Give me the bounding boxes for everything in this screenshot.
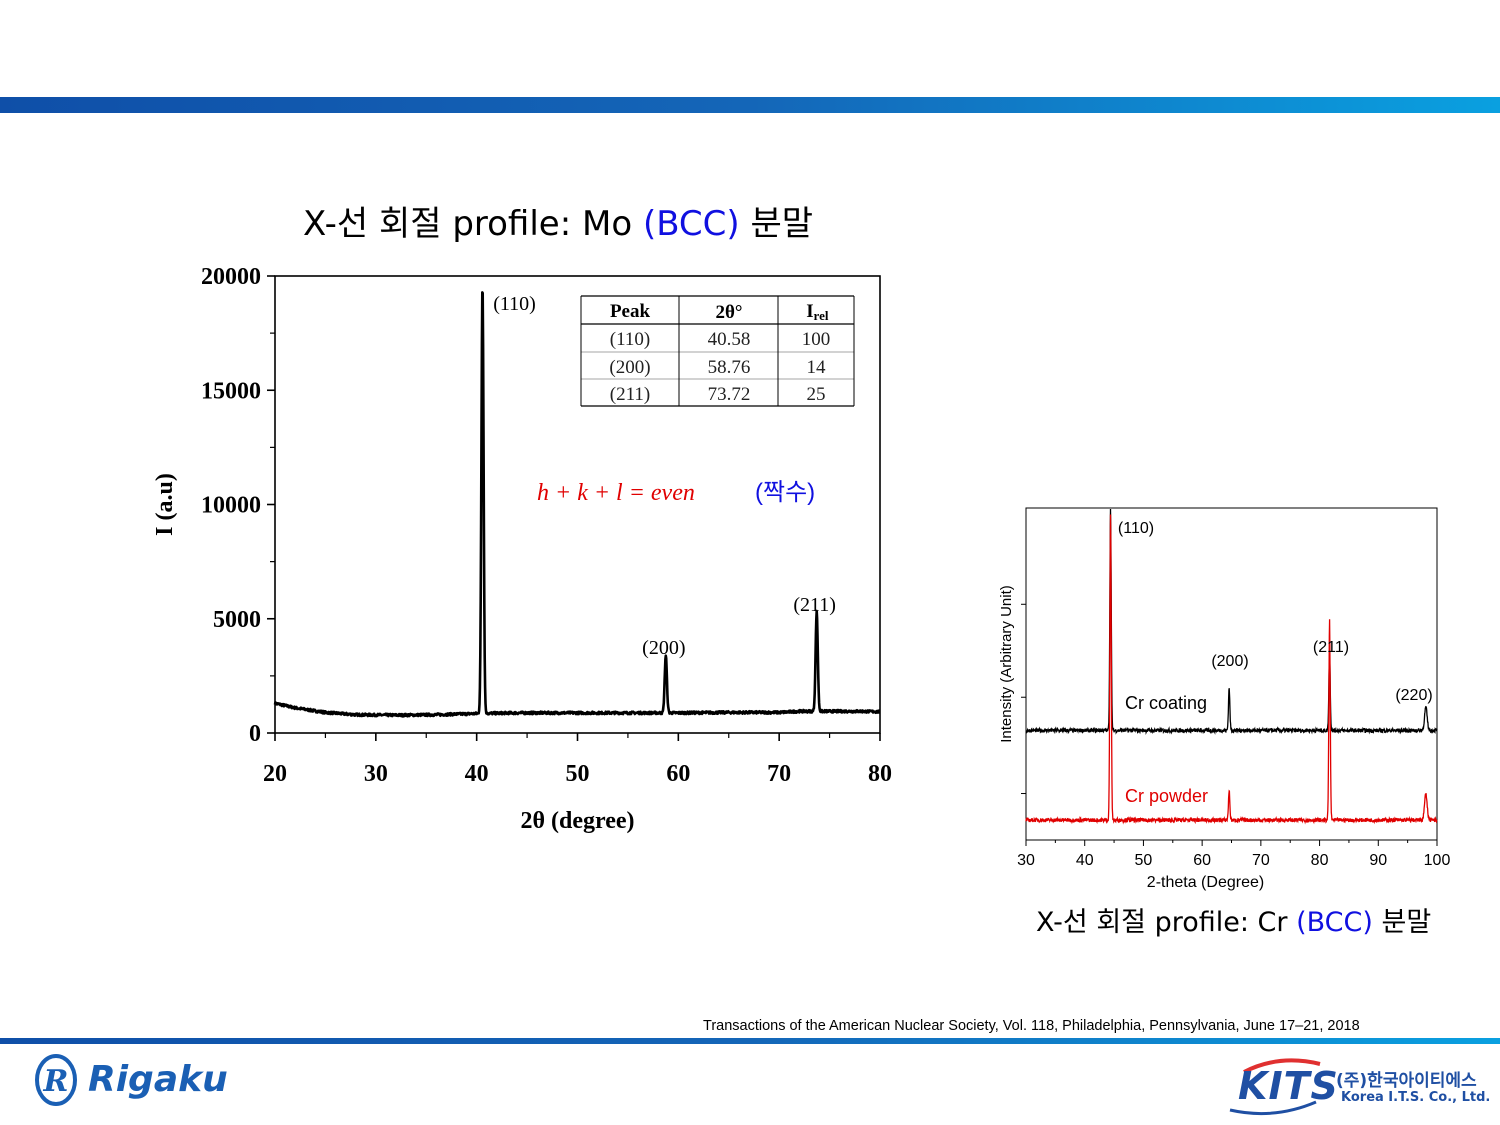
svg-text:R: R xyxy=(43,1064,69,1099)
mo-x-axis-label: 2θ (degree) xyxy=(520,808,634,834)
cr-peak-label: (110) xyxy=(1118,520,1154,537)
cr-series-line xyxy=(1025,514,1438,825)
mo-peak-label: (200) xyxy=(642,637,685,659)
mo-chart-title: X-선 회절 profile: Mo (BCC) 분말 xyxy=(303,204,814,244)
top-accent-bar xyxy=(0,97,1500,113)
cr-plot-frame xyxy=(1025,507,1438,841)
cr-x-tick-label: 40 xyxy=(1076,852,1094,869)
cr-x-tick-label: 70 xyxy=(1252,852,1270,869)
mo-x-tick-label: 70 xyxy=(767,761,791,787)
mo-profile-line xyxy=(273,291,881,718)
table-header-irel: I xyxy=(806,301,813,322)
table-cell: 40.58 xyxy=(708,329,751,350)
mo-x-tick-label: 80 xyxy=(868,761,892,787)
mo-y-tick-label: 5000 xyxy=(213,607,261,633)
table-header-2theta: 2θ° xyxy=(715,302,742,323)
cr-series-line xyxy=(1025,508,1438,735)
mo-x-tick-label: 30 xyxy=(364,761,388,787)
kits-korean-name: (주)한국아이티에스 xyxy=(1336,1071,1477,1091)
table-cell: 25 xyxy=(807,384,826,405)
rigaku-mark-icon: R xyxy=(35,1054,77,1106)
table-header-peak: Peak xyxy=(610,301,651,322)
cr-series-label: Cr powder xyxy=(1125,786,1208,806)
cr-series-label: Cr coating xyxy=(1125,693,1207,713)
cr-y-axis-label: Intensity (Arbitrary Unit) xyxy=(998,585,1015,743)
cr-x-tick-label: 30 xyxy=(1017,852,1035,869)
table-cell: 100 xyxy=(802,329,831,350)
cr-x-tick-label: 80 xyxy=(1311,852,1329,869)
mo-x-tick-label: 60 xyxy=(666,761,690,787)
cr-peak-label: (200) xyxy=(1211,653,1248,670)
rigaku-wordmark: Rigaku xyxy=(88,1059,228,1100)
hkl-rule-note: (짝수) xyxy=(755,479,815,506)
hkl-rule-expression: h + k + l = even xyxy=(537,480,695,506)
bottom-accent-bar xyxy=(0,1038,1500,1044)
table-cell: (200) xyxy=(609,357,650,378)
mo-peak-label: (110) xyxy=(493,293,536,315)
cr-x-tick-label: 50 xyxy=(1135,852,1153,869)
kits-logo: KITS (주)한국아이티에스 Korea I.T.S. Co., Ltd. xyxy=(1224,1054,1490,1118)
mo-y-tick-label: 0 xyxy=(249,721,261,747)
cr-x-tick-label: 100 xyxy=(1424,852,1451,869)
table-cell: 58.76 xyxy=(708,357,751,378)
rigaku-logo: R Rigaku xyxy=(34,1053,274,1111)
mo-peak-label: (211) xyxy=(793,594,836,616)
mo-y-tick-label: 10000 xyxy=(201,493,261,519)
cr-peak-label: (211) xyxy=(1313,639,1349,656)
table-cell: 73.72 xyxy=(708,384,751,405)
kits-english-name: Korea I.T.S. Co., Ltd. xyxy=(1341,1090,1491,1105)
table-cell: (211) xyxy=(610,384,650,405)
cr-peak-label: (220) xyxy=(1395,687,1432,704)
mo-x-tick-label: 20 xyxy=(263,761,287,787)
table-header-irel-sub: rel xyxy=(814,308,829,323)
mo-y-tick-label: 15000 xyxy=(201,378,261,404)
kits-swoosh-icon xyxy=(1229,1058,1321,1116)
reference-citation: Transactions of the American Nuclear Soc… xyxy=(703,1018,1360,1034)
mo-y-axis-label: I (a.u) xyxy=(152,473,178,536)
cr-x-tick-label: 60 xyxy=(1193,852,1211,869)
mo-y-tick-label: 20000 xyxy=(201,264,261,290)
cr-chart-title: X-선 회절 profile: Cr (BCC) 분말 xyxy=(1036,907,1432,938)
mo-x-tick-label: 50 xyxy=(566,761,590,787)
cr-x-tick-label: 90 xyxy=(1369,852,1387,869)
mo-x-tick-label: 40 xyxy=(465,761,489,787)
cr-x-axis-label: 2-theta (Degree) xyxy=(1147,874,1264,891)
table-cell: 14 xyxy=(807,357,827,378)
kits-wordmark: KITS xyxy=(1238,1064,1339,1108)
table-cell: (110) xyxy=(610,329,650,350)
